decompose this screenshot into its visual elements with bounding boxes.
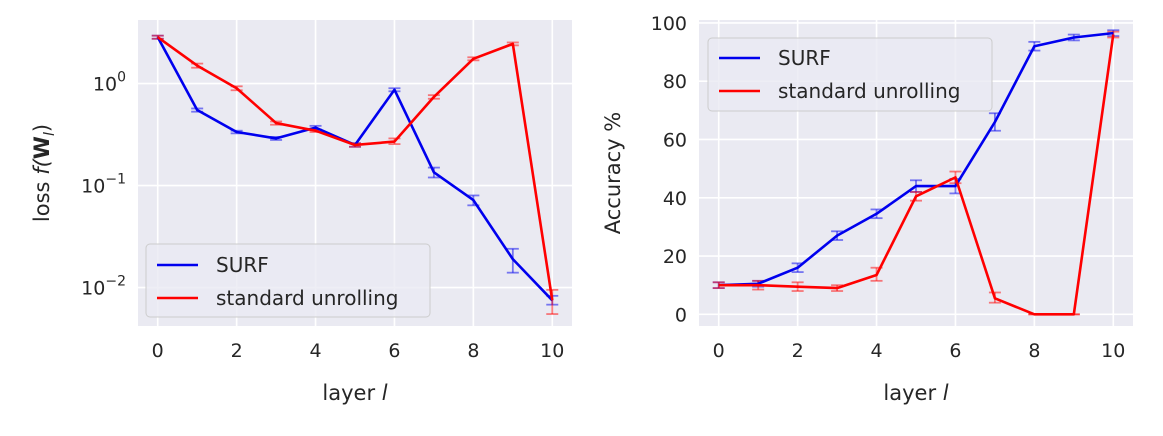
- accuracy-x-tick-label: 0: [713, 340, 725, 362]
- loss-legend-surf-label: SURF: [216, 253, 269, 277]
- accuracy-x-tick-label: 2: [792, 340, 804, 362]
- accuracy-x-tick-label: 6: [949, 340, 961, 362]
- loss-legend-box: [145, 243, 431, 318]
- accuracy-legend-surf-label: SURF: [778, 46, 831, 70]
- loss-x-tick-labels: 0 2 4 6 8 10: [152, 340, 565, 362]
- loss-x-tick-label: 10: [540, 340, 564, 362]
- accuracy-legend-box: [707, 37, 993, 112]
- loss-x-tick-label: 6: [388, 340, 400, 362]
- loss-chart: 0 2 4 6 8 10 100 10−1 10−2 layer l loss f(Wl) S…: [30, 20, 572, 405]
- loss-y-axis-label: loss f(Wl): [30, 124, 58, 222]
- loss-x-tick-label: 4: [309, 340, 321, 362]
- loss-x-axis-label: layer l: [322, 381, 387, 405]
- accuracy-y-tick-label: 20: [663, 246, 687, 268]
- loss-legend: SURF standard unrolling: [145, 243, 431, 318]
- accuracy-y-tick-label: 80: [663, 71, 687, 93]
- accuracy-y-tick-label: 0: [675, 304, 687, 326]
- accuracy-y-tick-label: 100: [651, 13, 687, 35]
- accuracy-legend: SURF standard unrolling: [707, 37, 993, 112]
- accuracy-x-tick-labels: 0 2 4 6 8 10: [713, 340, 1126, 362]
- accuracy-y-axis-label: Accuracy %: [601, 112, 625, 235]
- accuracy-x-tick-label: 4: [870, 340, 882, 362]
- loss-standard-line: [156, 36, 554, 301]
- accuracy-legend-standard-label: standard unrolling: [778, 79, 960, 103]
- loss-y-tick-labels: 100 10−1 10−2: [81, 70, 126, 300]
- accuracy-y-tick-label: 40: [663, 188, 687, 210]
- accuracy-lines: [718, 31, 1115, 316]
- accuracy-y-tick-labels: 0 20 40 60 80 100: [651, 13, 687, 326]
- loss-legend-standard-label: standard unrolling: [216, 286, 398, 310]
- loss-x-tick-label: 0: [152, 340, 164, 362]
- loss-lines: [156, 36, 554, 302]
- loss-x-tick-label: 8: [467, 340, 479, 362]
- accuracy-surf-line: [718, 31, 1114, 287]
- accuracy-standard-line: [718, 34, 1115, 316]
- accuracy-x-tick-label: 8: [1028, 340, 1040, 362]
- accuracy-x-tick-label: 10: [1101, 340, 1125, 362]
- accuracy-x-axis-label: layer l: [883, 381, 948, 405]
- loss-y-tick-label: 100: [93, 70, 126, 96]
- loss-y-tick-label: 10−2: [81, 274, 126, 300]
- loss-x-tick-label: 2: [231, 340, 243, 362]
- accuracy-y-tick-label: 60: [663, 129, 687, 151]
- loss-y-tick-label: 10−1: [81, 172, 126, 198]
